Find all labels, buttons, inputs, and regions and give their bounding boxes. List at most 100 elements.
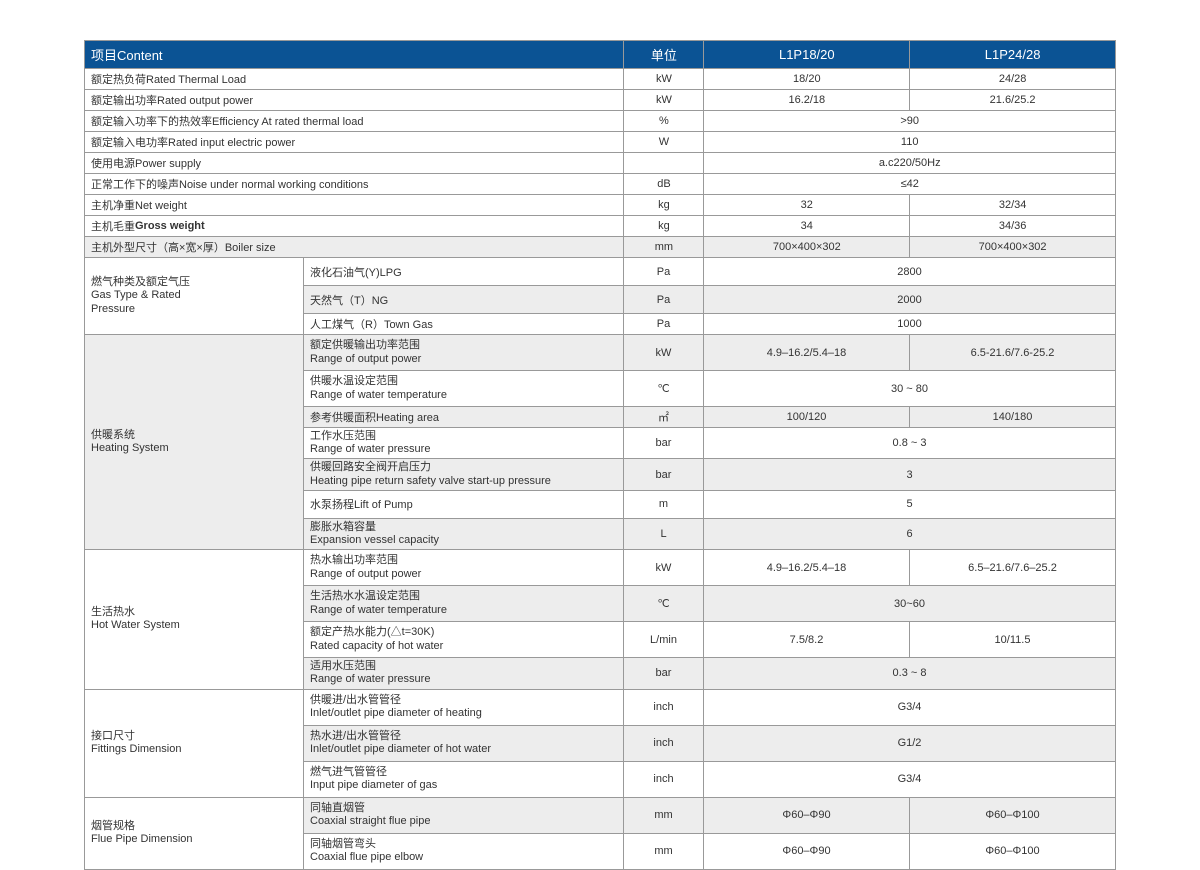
table-row: 额定输出功率Rated output power kW 16.2/18 21.6… xyxy=(85,90,1116,111)
row-value-merged: 0.8 ~ 3 xyxy=(704,428,1116,459)
table-row: 主机毛重Gross weight kg 34 34/36 xyxy=(85,216,1116,237)
param-en: Rated capacity of hot water xyxy=(310,640,443,653)
group-label-en1: Gas Type & Rated xyxy=(91,289,181,302)
group-label-cn: 供暖系统 xyxy=(91,429,135,442)
param-en: Coaxial straight flue pipe xyxy=(310,815,430,828)
row-param: 额定供暖输出功率范围Range of output power xyxy=(304,335,624,371)
row-param: 供暖水温设定范围Range of water temperature xyxy=(304,371,624,407)
row-value-merged: 1000 xyxy=(704,314,1116,335)
row-label: 主机净重Net weight xyxy=(85,195,624,216)
row-unit: ℃ xyxy=(624,586,704,622)
row-value-merged: 3 xyxy=(704,459,1116,490)
row-unit: inch xyxy=(624,726,704,762)
row-unit: kW xyxy=(624,335,704,371)
group-label-en: Fittings Dimension xyxy=(91,743,181,756)
label-prefix: 主机毛重 xyxy=(91,218,135,234)
param-en: Range of water pressure xyxy=(310,443,430,456)
row-label: 额定输入电功率Rated input electric power xyxy=(85,132,624,153)
param-cn: 供暖水温设定范围 xyxy=(310,375,398,388)
row-unit: m xyxy=(624,491,704,519)
row-label: 正常工作下的噪声Noise under normal working condi… xyxy=(85,174,624,195)
row-param: 膨胀水箱容量Expansion vessel capacity xyxy=(304,519,624,550)
row-unit: kW xyxy=(624,69,704,90)
row-value-merged: a.c220/50Hz xyxy=(704,153,1116,174)
param-en: Range of water temperature xyxy=(310,389,447,402)
row-param: 生活热水水温设定范围Range of water temperature xyxy=(304,586,624,622)
row-value-1: 700×400×302 xyxy=(704,237,910,258)
table-row: 额定输入功率下的热效率Efficiency At rated thermal l… xyxy=(85,111,1116,132)
row-unit: L xyxy=(624,519,704,550)
param-cn: 燃气进气管管径 xyxy=(310,766,387,779)
param-en: Inlet/outlet pipe diameter of heating xyxy=(310,707,482,720)
group-heating: 供暖系统 Heating System 额定供暖输出功率范围Range of o… xyxy=(85,335,1116,550)
row-value-2: 24/28 xyxy=(910,69,1116,90)
param-cn: 额定产热水能力(△t=30K) xyxy=(310,626,434,639)
row-value-1: Φ60–Φ90 xyxy=(704,834,910,870)
table-row: 使用电源Power supply a.c220/50Hz xyxy=(85,153,1116,174)
param-cn: 供暖回路安全阀开启压力 xyxy=(310,461,431,474)
row-value-2: Φ60–Φ100 xyxy=(910,834,1116,870)
param-en: Range of water temperature xyxy=(310,604,447,617)
param-cn: 膨胀水箱容量 xyxy=(310,521,376,534)
spec-table: 项目Content 单位 L1P18/20 L1P24/28 额定热负荷Rate… xyxy=(84,40,1116,870)
group-label-cn: 燃气种类及额定气压 xyxy=(91,276,190,289)
row-param: 适用水压范围Range of water pressure xyxy=(304,658,624,689)
row-label: 主机外型尺寸（高×宽×厚）Boiler size xyxy=(85,237,624,258)
param-en: Expansion vessel capacity xyxy=(310,534,439,547)
row-label: 额定热负荷Rated Thermal Load xyxy=(85,69,624,90)
row-unit: Pa xyxy=(624,286,704,314)
param-en: Range of output power xyxy=(310,353,421,366)
row-label: 主机毛重Gross weight xyxy=(85,216,624,237)
group-gas: 燃气种类及额定气压 Gas Type & Rated Pressure 液化石油… xyxy=(85,258,1116,335)
row-unit xyxy=(624,153,704,174)
row-param: 水泵扬程Lift of Pump xyxy=(304,491,624,519)
row-unit: inch xyxy=(624,690,704,726)
row-value-merged: 6 xyxy=(704,519,1116,550)
row-param: 天然气（T）NG xyxy=(304,286,624,314)
param-cn: 热水输出功率范围 xyxy=(310,554,398,567)
row-param: 参考供暖面积Heating area xyxy=(304,407,624,428)
row-unit: inch xyxy=(624,762,704,798)
row-unit: dB xyxy=(624,174,704,195)
row-value-1: 4.9–16.2/5.4–18 xyxy=(704,550,910,586)
row-label: 额定输出功率Rated output power xyxy=(85,90,624,111)
group-fittings: 接口尺寸 Fittings Dimension 供暖进/出水管管径Inlet/o… xyxy=(85,690,1116,798)
param-en: Heating pipe return safety valve start-u… xyxy=(310,475,551,488)
row-value-merged: 5 xyxy=(704,491,1116,519)
row-unit: bar xyxy=(624,428,704,459)
table-row: 正常工作下的噪声Noise under normal working condi… xyxy=(85,174,1116,195)
row-unit: bar xyxy=(624,658,704,689)
row-label: 额定输入功率下的热效率Efficiency At rated thermal l… xyxy=(85,111,624,132)
row-unit: kW xyxy=(624,90,704,111)
group-label-en: Heating System xyxy=(91,442,169,455)
header-model-1: L1P18/20 xyxy=(704,41,910,69)
row-unit: kW xyxy=(624,550,704,586)
row-value-merged: G3/4 xyxy=(704,690,1116,726)
row-value-1: 4.9–16.2/5.4–18 xyxy=(704,335,910,371)
row-unit: % xyxy=(624,111,704,132)
group-label-en: Hot Water System xyxy=(91,619,180,632)
param-cn: 适用水压范围 xyxy=(310,660,376,673)
header-unit: 单位 xyxy=(624,41,704,69)
param-en: Range of output power xyxy=(310,568,421,581)
param-en: Inlet/outlet pipe diameter of hot water xyxy=(310,743,491,756)
row-value-merged: 0.3 ~ 8 xyxy=(704,658,1116,689)
row-value-merged: 2800 xyxy=(704,258,1116,286)
row-value-2: 32/34 xyxy=(910,195,1116,216)
row-value-1: 18/20 xyxy=(704,69,910,90)
header-row: 项目Content 单位 L1P18/20 L1P24/28 xyxy=(85,41,1116,69)
row-label: 使用电源Power supply xyxy=(85,153,624,174)
table-row: 额定热负荷Rated Thermal Load kW 18/20 24/28 xyxy=(85,69,1116,90)
row-param: 工作水压范围Range of water pressure xyxy=(304,428,624,459)
row-unit: W xyxy=(624,132,704,153)
row-value-merged: 30~60 xyxy=(704,586,1116,622)
row-value-merged: 110 xyxy=(704,132,1116,153)
row-unit: bar xyxy=(624,459,704,490)
row-param: 同轴烟管弯头Coaxial flue pipe elbow xyxy=(304,834,624,870)
row-unit: L/min xyxy=(624,622,704,658)
row-value-1: 100/120 xyxy=(704,407,910,428)
row-unit: mm xyxy=(624,237,704,258)
row-value-merged: >90 xyxy=(704,111,1116,132)
group-hot-water: 生活热水 Hot Water System 热水输出功率范围Range of o… xyxy=(85,550,1116,689)
param-cn: 同轴烟管弯头 xyxy=(310,838,376,851)
